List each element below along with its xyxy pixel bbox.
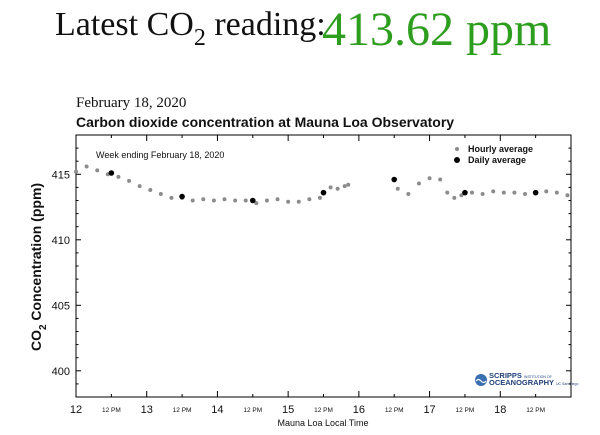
x-noon-label: 12 PM: [173, 407, 192, 414]
hourly-point: [222, 197, 227, 202]
x-noon-label: 12 PM: [456, 407, 475, 414]
hourly-point: [470, 190, 474, 195]
hourly-point: [169, 195, 174, 200]
legend-hourly-marker: [455, 147, 459, 151]
x-noon-label: 12 PM: [243, 407, 262, 414]
hourly-point: [544, 189, 549, 194]
x-tick-label: 12: [70, 404, 82, 416]
hourly-point: [335, 186, 340, 191]
y-tick-label: 410: [52, 235, 70, 247]
x-noon-label: 12 PM: [314, 407, 333, 414]
hourly-point: [491, 189, 496, 194]
x-tick-label: 18: [494, 404, 506, 416]
headline-value: 413.62 ppm: [322, 3, 552, 56]
hourly-point: [275, 197, 280, 202]
y-axis-label: CO2 Concentration (ppm): [28, 183, 49, 351]
daily-point: [532, 189, 539, 196]
hourly-point: [148, 188, 153, 193]
daily-point: [320, 189, 327, 196]
hourly-point: [264, 198, 269, 203]
hourly-point: [286, 199, 291, 204]
hourly-point: [445, 190, 450, 195]
x-tick-label: 17: [423, 404, 435, 416]
hourly-point: [346, 182, 351, 187]
hourly-point: [328, 185, 333, 190]
hourly-point: [84, 164, 89, 169]
chart-title: Carbon dioxide concentration at Mauna Lo…: [76, 114, 455, 130]
daily-point: [462, 189, 468, 196]
daily-point: [108, 170, 115, 176]
headline-label: Latest CO2 reading:: [55, 6, 326, 51]
scripps-logo-line1: SCRIPPS: [489, 371, 522, 380]
chart-date: February 18, 2020: [76, 95, 187, 111]
hourly-point: [523, 191, 528, 196]
x-tick-label: 13: [141, 404, 153, 416]
daily-point: [179, 193, 185, 200]
headline: Latest CO2 reading: 413.62 ppm: [0, 0, 600, 70]
hourly-point: [74, 169, 78, 174]
y-tick-label: 400: [52, 366, 70, 378]
scripps-logo: SCRIPPS INSTITUTION OF OCEANOGRAPHY UC San…: [475, 371, 578, 387]
scripps-logo-line2: OCEANOGRAPHY: [489, 378, 554, 387]
hourly-point: [342, 184, 347, 189]
daily-point: [249, 197, 256, 204]
hourly-point: [406, 191, 411, 196]
x-axis-label: Mauna Loa Local Time: [277, 418, 368, 428]
hourly-point: [190, 198, 195, 203]
hourly-point: [317, 195, 322, 200]
legend-hourly-label: Hourly average: [468, 144, 533, 154]
x-noon-label: 12 PM: [385, 407, 404, 414]
hourly-point: [95, 168, 100, 173]
legend-daily-label: Daily average: [468, 155, 526, 165]
hourly-point: [127, 178, 132, 183]
chart-legend: Hourly average Daily average: [454, 144, 533, 165]
hourly-point: [452, 195, 457, 200]
daily-point: [391, 176, 398, 183]
hourly-point: [565, 193, 570, 198]
scripps-logo-line1-small: INSTITUTION OF: [524, 375, 552, 379]
hourly-point: [512, 190, 517, 195]
hourly-point: [243, 198, 248, 203]
hourly-point: [416, 181, 421, 186]
hourly-point: [438, 177, 443, 182]
hourly-point: [480, 191, 485, 196]
hourly-point: [158, 191, 163, 196]
scripps-logo-wave: [475, 378, 487, 384]
hourly-point: [427, 176, 432, 181]
hourly-point: [554, 190, 559, 195]
scripps-logo-line2-small: UC San Diego: [556, 382, 578, 386]
legend-daily-marker: [454, 157, 460, 163]
hourly-point: [254, 201, 259, 206]
x-noon-label: 12 PM: [102, 407, 121, 414]
hourly-point: [395, 186, 400, 191]
y-tick-label: 415: [52, 169, 70, 181]
hourly-point: [116, 174, 121, 179]
hourly-point: [201, 197, 206, 202]
x-tick-label: 14: [211, 404, 223, 416]
hourly-point: [501, 190, 506, 195]
hourly-point: [459, 193, 464, 198]
plot-frame: [75, 134, 572, 398]
hourly-point: [233, 198, 238, 203]
hourly-point: [211, 198, 216, 203]
hourly-point: [296, 199, 301, 204]
y-tick-label: 405: [52, 300, 70, 312]
x-tick-label: 16: [353, 404, 365, 416]
x-tick-label: 15: [282, 404, 294, 416]
hourly-point: [137, 184, 142, 189]
hourly-point: [307, 197, 312, 202]
chart-annotation: Week ending February 18, 2020: [96, 150, 224, 160]
x-noon-label: 12 PM: [526, 407, 545, 414]
